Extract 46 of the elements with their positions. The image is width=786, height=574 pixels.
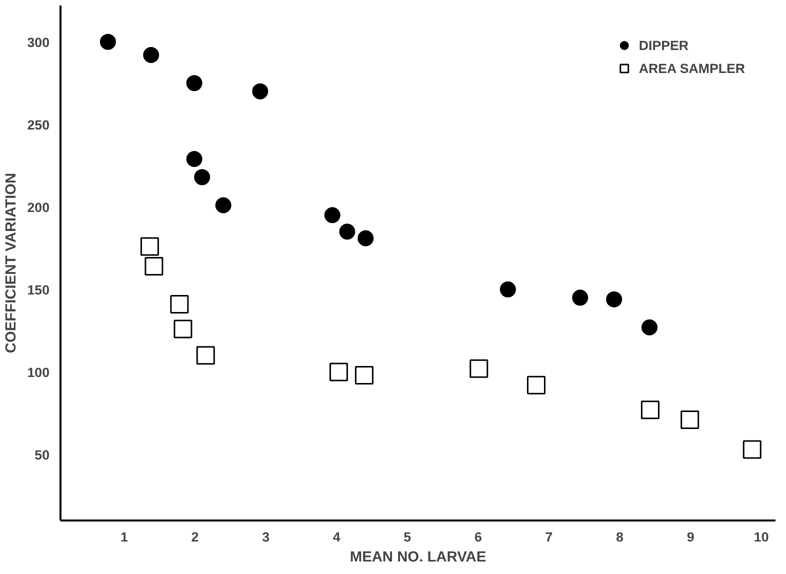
legend-label: DIPPER (638, 38, 688, 52)
point (339, 224, 356, 240)
y-tick-label: 200 (27, 200, 50, 215)
x-tick-label: 10 (754, 530, 769, 544)
point (215, 197, 232, 214)
x-tick-label: 6 (474, 530, 482, 544)
y-tick-label: 50 (34, 447, 50, 462)
point (144, 257, 164, 276)
x-tick-label: 4 (332, 530, 341, 544)
point (742, 440, 762, 459)
x-tick-label: 7 (545, 530, 553, 544)
point (252, 83, 268, 100)
point (174, 320, 192, 338)
point (100, 34, 116, 50)
y-axis-title: COEFFICIENT VARIATION (3, 172, 20, 354)
legend-label: AREA SAMPLER (638, 60, 745, 76)
point (170, 295, 189, 314)
point (196, 346, 215, 365)
point (680, 410, 700, 430)
x-tick-label: 3 (262, 530, 270, 544)
x-tick-label: 8 (616, 530, 624, 544)
x-tick-label: 9 (686, 530, 694, 544)
point (324, 207, 340, 224)
point (186, 151, 202, 167)
point (500, 281, 516, 298)
point (572, 290, 588, 306)
y-tick-label: 100 (27, 364, 50, 380)
point (358, 230, 374, 246)
point (606, 291, 622, 308)
point (329, 362, 348, 382)
point (140, 237, 159, 256)
y-tick-label: 300 (27, 34, 50, 50)
point (470, 359, 488, 378)
point (640, 400, 660, 420)
point (186, 75, 202, 92)
x-tick-label: 1 (120, 530, 129, 544)
point (354, 366, 374, 384)
y-tick-label: 150 (27, 282, 50, 298)
point (641, 319, 658, 336)
point (194, 169, 210, 186)
y-tick-label: 250 (27, 117, 50, 132)
x-tick-label: 5 (404, 530, 412, 544)
x-tick-label: 2 (191, 530, 199, 544)
x-axis-title: MEAN NO. LARVAE (350, 550, 486, 566)
point (143, 47, 160, 64)
point (526, 376, 546, 394)
